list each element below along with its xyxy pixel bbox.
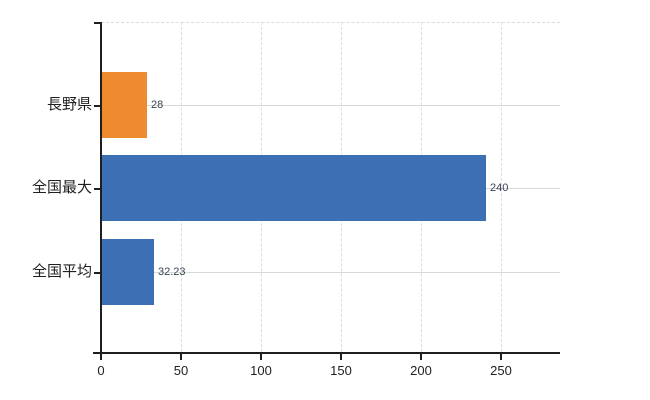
y-axis [100,22,102,354]
x-tick-label: 150 [330,363,352,378]
category-label: 全国平均 [31,263,92,280]
value-label: 240 [490,182,509,194]
x-axis-tick [420,354,422,360]
x-axis-tick [340,354,342,360]
gridline-top [101,22,560,23]
y-axis-tick [94,22,101,24]
x-axis-tick [100,354,102,360]
x-tick-label: 0 [97,363,105,378]
value-label: 28 [151,99,164,111]
y-axis-tick [94,105,101,107]
x-axis-tick [500,354,502,360]
x-tick-label: 100 [250,363,272,378]
gridline-vertical [501,22,502,352]
category-label: 長野県 [46,96,92,113]
y-axis-tick [94,188,101,190]
value-label: 32.23 [158,266,186,278]
bar [102,239,154,305]
gridline-horizontal [101,272,560,273]
x-tick-label: 200 [410,363,432,378]
x-axis-tick [180,354,182,360]
category-label: 全国最大 [31,179,92,196]
y-axis-tick [94,272,101,274]
gridline-horizontal [101,105,560,106]
x-tick-label: 50 [173,363,189,378]
x-axis-tick [260,354,262,360]
x-tick-label: 250 [490,363,512,378]
x-axis [93,352,560,354]
bar [102,72,147,138]
bar [102,155,486,221]
